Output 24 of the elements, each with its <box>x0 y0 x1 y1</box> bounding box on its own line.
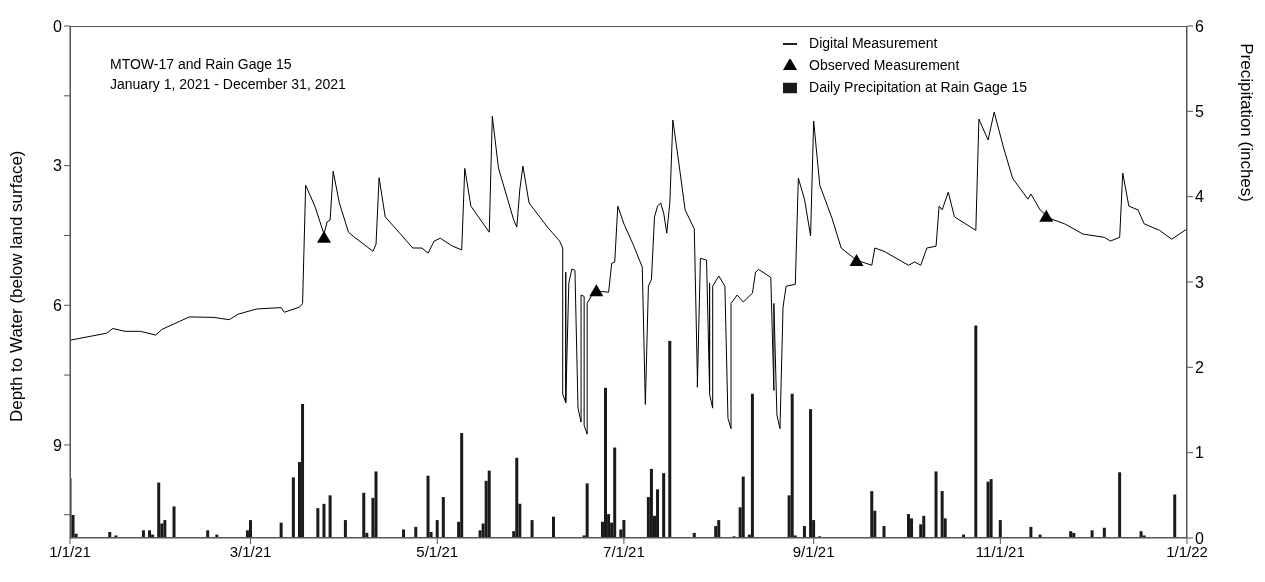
annotation: MTOW-17 and Rain Gage 15 <box>110 55 293 74</box>
y2-tick-label: 6 <box>1195 17 1204 35</box>
legend-label: Daily Precipitation at Rain Gage 15 <box>809 79 1027 95</box>
y2-tick-label: 5 <box>1195 103 1204 121</box>
annotation: January 1, 2021 - December 31, 2021 <box>110 75 346 94</box>
y2-tick-label: 3 <box>1195 273 1204 291</box>
y2-tick-label: 1 <box>1195 444 1204 462</box>
legend-label: Observed Measurement <box>809 57 960 73</box>
x-tick-label: 7/1/21 <box>603 542 645 560</box>
y2-tick-label: 0 <box>1195 529 1204 547</box>
x-tick-label: 3/1/21 <box>229 542 272 560</box>
x-tick-label: 11/1/21 <box>975 542 1025 560</box>
y2-tick-label: 4 <box>1195 188 1204 206</box>
y2-axis-title: Precipitation (inches) <box>1236 43 1256 202</box>
x-tick-label: 9/1/21 <box>792 542 835 560</box>
y-tick-label: 3 <box>53 157 63 175</box>
x-tick-label: 1/1/21 <box>49 542 91 560</box>
y2-tick-label: 2 <box>1195 359 1204 377</box>
y-tick-label: 6 <box>53 296 63 314</box>
y-tick-label: 0 <box>53 17 63 35</box>
y-tick-label: 9 <box>53 436 63 454</box>
y-axis-title: Depth to Water (below land surface) <box>7 150 27 422</box>
legend-label: Digital Measurement <box>809 35 938 51</box>
x-tick-label: 5/1/21 <box>416 542 459 560</box>
